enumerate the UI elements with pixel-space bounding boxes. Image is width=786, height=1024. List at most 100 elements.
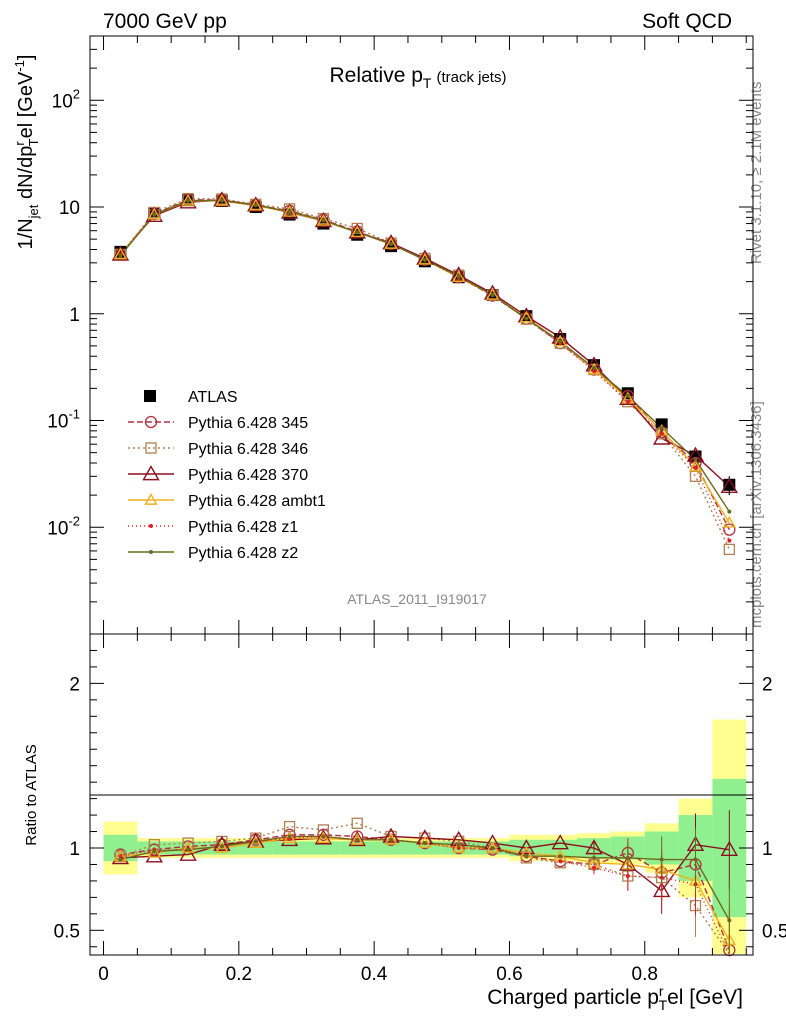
ratio-frame (89, 633, 754, 956)
ratio-point (456, 846, 461, 850)
legend-label: Pythia 6.428 z1 (188, 519, 298, 536)
ratio-point (118, 854, 123, 859)
main-point (520, 313, 533, 325)
main-point (152, 212, 157, 217)
legend-marker (144, 390, 156, 402)
ratio-y-tick-label-right: 0.5 (762, 921, 786, 942)
ratio-point (219, 844, 224, 849)
main-point (723, 478, 736, 491)
ratio-y-axis: 0.5 0.5 1 1 2 2 (54, 649, 786, 948)
main-point (625, 399, 630, 404)
ratio-series-markers (111, 810, 739, 957)
ratio-point (659, 857, 664, 862)
ratio-x-tick-label: 0.8 (632, 964, 658, 985)
ratio-band-inner (306, 841, 341, 855)
ratio-point (186, 847, 191, 852)
main-point (418, 252, 432, 265)
main-point (727, 509, 732, 514)
ratio-point (382, 827, 400, 843)
ratio-y-tick-label-left: 0.5 (54, 921, 80, 942)
main-point (723, 543, 735, 556)
legend-label: Pythia 6.428 345 (188, 415, 308, 432)
ratio-point (727, 918, 732, 923)
ratio-point (147, 846, 161, 858)
ratio-point (314, 829, 333, 845)
ratio-point (551, 834, 569, 850)
main-point (282, 204, 297, 217)
main-point (722, 515, 737, 528)
main-point (659, 426, 664, 431)
ratio-point (592, 865, 597, 870)
legend-label: Pythia 6.428 346 (188, 441, 308, 458)
main-point (181, 194, 195, 206)
main-point (688, 459, 703, 472)
legend-marker (149, 550, 153, 554)
ratio-point (389, 837, 394, 842)
ratio-point (321, 834, 326, 839)
ratio-y-tick-label-right: 2 (762, 674, 773, 695)
main-title: Relative pT (track jets) (330, 64, 507, 91)
legend-label: Pythia 6.428 ambt1 (188, 493, 326, 510)
analysis-id: ATLAS_2011_I919017 (347, 591, 487, 607)
main-panel: 10-2 10-1 1 10 102 Relative pT (track jets) 1… (12, 35, 754, 635)
ratio-point (282, 831, 297, 843)
ratio-panel: 0.5 0.51 12 2 0 0.2 0.4 0.6 0.8 Ratio to ATLAS … (23, 633, 786, 1013)
ratio-point (625, 873, 630, 878)
ratio-point (213, 835, 231, 852)
main-point (247, 196, 265, 212)
header-right: Soft QCD (642, 10, 732, 33)
main-point (147, 207, 161, 220)
main-point (592, 366, 597, 371)
ratio-point (625, 855, 630, 860)
main-point (321, 218, 326, 223)
main-point (659, 431, 664, 436)
legend-label: ATLAS (188, 389, 238, 406)
ratio-point (351, 817, 363, 829)
main-series-markers (111, 191, 739, 556)
main-point (519, 310, 534, 323)
main-point (314, 212, 333, 228)
main-point (113, 247, 128, 260)
ratio-point (456, 842, 461, 847)
main-point (355, 230, 360, 235)
legend-label: Pythia 6.428 370 (188, 467, 308, 484)
main-series-line (119, 199, 730, 513)
legend-marker (149, 524, 153, 528)
main-point (693, 457, 698, 462)
main-point (720, 477, 739, 493)
main-point (253, 203, 258, 208)
main-y-tick-label: 10-1 (47, 407, 80, 433)
main-point (558, 339, 563, 344)
main-point (485, 288, 500, 300)
ratio-band-inner (340, 841, 375, 855)
ratio-point (287, 834, 292, 839)
main-x-ticks (103, 36, 747, 634)
main-y-tick-label: 10-2 (47, 513, 80, 539)
ratio-point (452, 841, 466, 853)
ratio-point (179, 845, 197, 861)
ratio-point (720, 840, 739, 856)
ratio-point (181, 841, 195, 853)
legend-marker (142, 465, 160, 481)
legend-marker (144, 493, 158, 505)
ratio-point (348, 830, 366, 847)
ratio-x-label: Charged particle pr Tel [GeV] (487, 983, 743, 1013)
ratio-y-tick-label-right: 1 (762, 839, 773, 860)
side-label-rivet: Rivet 3.1.10, ≥ 2.1M events (748, 82, 765, 265)
ratio-y-label: Ratio to ATLAS (23, 744, 40, 845)
main-point (280, 203, 299, 219)
main-y-label: 1/Njet dN/dprTel [GeV-1] (12, 55, 41, 250)
ratio-y-tick-label-left: 1 (69, 839, 80, 860)
main-point (219, 198, 224, 203)
main-point (625, 393, 630, 398)
legend-marker (145, 442, 157, 454)
main-y-tick-label: 1 (69, 305, 80, 326)
ratio-point (418, 836, 432, 848)
ratio-x-tick-label: 0.4 (361, 964, 388, 985)
main-point (287, 209, 292, 214)
main-point (348, 223, 366, 239)
ratio-x-tick-label: 0 (98, 964, 109, 985)
ratio-point (283, 828, 296, 841)
main-point (592, 369, 597, 374)
